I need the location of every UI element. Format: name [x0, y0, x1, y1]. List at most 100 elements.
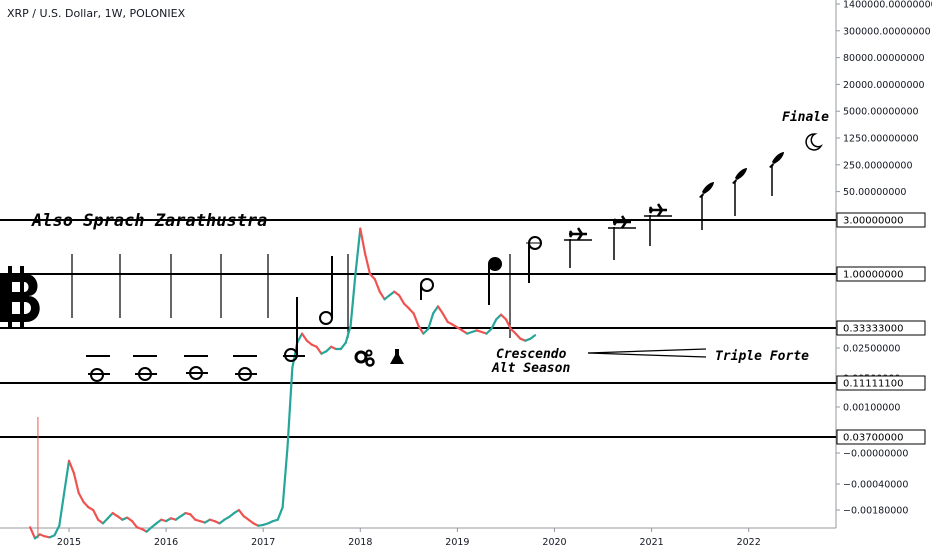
series-segment	[417, 324, 425, 335]
series-segment	[63, 459, 71, 495]
series-segment	[422, 327, 430, 335]
price-level-label: 0.33333000	[843, 324, 903, 335]
series-segment	[368, 272, 376, 281]
series-segment	[364, 252, 372, 276]
series-segment	[485, 327, 493, 335]
y-tick-label: −0.00040000	[843, 480, 908, 491]
x-tick-label: 2022	[737, 537, 761, 548]
price-level-tag	[836, 429, 926, 445]
crescendo-hairpin	[587, 348, 707, 358]
series-segment	[504, 318, 512, 330]
y-tick-label: 1250.00000000	[843, 134, 919, 145]
x-tick-label: 2015	[57, 537, 81, 548]
x-tick-label: 2019	[445, 537, 469, 548]
series-segment	[72, 471, 80, 495]
y-tick-label: 80000.00000000	[843, 53, 925, 64]
price-level-tag	[836, 320, 926, 336]
series-segment	[92, 508, 100, 521]
series-segment	[53, 524, 61, 537]
note	[420, 278, 434, 292]
price-level-tag	[836, 212, 926, 228]
airplane-icon	[644, 203, 672, 246]
y-tick-label: 5000.00000000	[843, 107, 919, 118]
series-segment	[499, 313, 508, 321]
series-segment	[276, 506, 284, 521]
y-tick-label: 50.00000000	[843, 187, 906, 198]
rocket-icon	[732, 168, 747, 216]
time-axis[interactable]: 2015 2016 2017 2018 2019 2020 2021 2022	[0, 527, 836, 548]
flask-icon	[390, 349, 404, 364]
price-levels: 3.00000000 1.00000000 0.33333000 0.11111100…	[0, 212, 926, 445]
x-tick-label: 2020	[542, 537, 566, 548]
note	[319, 311, 333, 325]
airplane-icons	[564, 203, 672, 268]
price-level-tag	[836, 266, 926, 282]
series-segment	[315, 345, 323, 355]
series-segment	[286, 366, 294, 449]
annotation-crescendo: Crescendo	[496, 347, 567, 362]
rocket-icon	[699, 182, 714, 230]
music-notes	[86, 236, 542, 382]
y-tick-label: 20000.00000000	[843, 80, 925, 91]
note	[138, 367, 152, 381]
annotation-alt-season: Alt Season	[491, 361, 570, 376]
x-tick-label: 2016	[154, 537, 178, 548]
price-series	[29, 227, 537, 540]
rocket-icons	[699, 152, 784, 230]
series-segment	[354, 227, 362, 276]
series-segment	[427, 312, 435, 330]
staff-bar-lines	[71, 254, 511, 338]
series-segment	[101, 517, 109, 525]
series-segment	[373, 278, 381, 293]
series-segment	[189, 513, 197, 521]
series-segment	[402, 302, 410, 310]
series-segment	[514, 332, 522, 340]
series-segment	[339, 341, 347, 351]
price-level-label: 3.00000000	[843, 216, 903, 227]
y-tick-label: 0.00100000	[843, 403, 900, 414]
airplane-icon	[564, 227, 592, 268]
price-axis[interactable]: 1400000.00000000 300000.00000000 80000.000…	[835, 0, 932, 528]
annotation-finale: Finale	[782, 110, 829, 125]
y-tick-label: 300000.00000000	[843, 26, 931, 37]
y-tick-label: 1400000.00000000	[843, 0, 932, 11]
price-level-label: 1.00000000	[843, 270, 903, 281]
note	[238, 367, 252, 381]
series-segment	[436, 305, 444, 315]
price-level-tag	[836, 375, 926, 391]
series-segment	[490, 318, 498, 330]
crescent-moon-icon	[805, 133, 823, 151]
series-segment	[349, 272, 357, 328]
rocket-icon	[769, 152, 784, 196]
y-tick-label: 0.02500000	[843, 344, 900, 355]
annotation-triple-forte: Triple Forte	[715, 349, 809, 364]
series-segment	[325, 345, 333, 353]
bitcoin-logo	[0, 266, 40, 328]
series-segment	[82, 500, 90, 509]
series-segment	[398, 294, 406, 305]
series-segment	[77, 491, 85, 504]
x-tick-label: 2017	[251, 537, 275, 548]
note	[189, 366, 203, 380]
series-segment	[281, 446, 289, 509]
series-segment	[58, 491, 66, 527]
x-tick-label: 2018	[348, 537, 372, 548]
series-segment	[441, 312, 449, 324]
series-segment	[29, 526, 37, 540]
series-segment	[237, 508, 245, 518]
chart-title: XRP / U.S. Dollar, 1W, POLONIEX	[7, 7, 186, 20]
series-segment	[131, 520, 139, 529]
y-tick-label: −0.00180000	[843, 506, 908, 517]
series-segment	[344, 324, 352, 344]
series-segment	[529, 334, 537, 340]
y-tick-label: 250.00000000	[843, 160, 913, 171]
series-segment	[67, 459, 75, 475]
series-segment	[509, 327, 517, 335]
series-segment	[359, 227, 367, 256]
x-tick-label: 2021	[640, 537, 664, 548]
y-tick-label: −0.00000000	[843, 449, 908, 460]
note	[90, 368, 104, 382]
series-segment	[378, 290, 386, 301]
note	[488, 257, 502, 271]
